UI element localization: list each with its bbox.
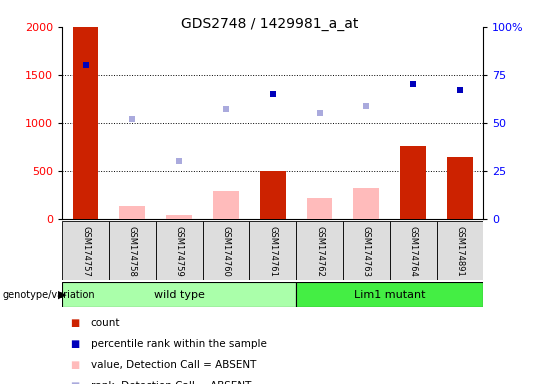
Bar [353,188,379,219]
Bar [72,27,98,219]
Text: GSM174763: GSM174763 [362,225,371,276]
Bar [202,221,249,280]
Bar [260,171,286,219]
Text: GSM174764: GSM174764 [409,225,417,276]
Bar [109,221,156,280]
Text: Lim1 mutant: Lim1 mutant [354,290,426,300]
Bar [390,221,436,280]
Text: ▶: ▶ [58,290,66,300]
Bar [62,221,109,280]
Text: GSM174891: GSM174891 [455,225,464,276]
Text: rank, Detection Call = ABSENT: rank, Detection Call = ABSENT [91,381,251,384]
Bar [296,221,343,280]
Text: ■: ■ [70,381,79,384]
Text: value, Detection Call = ABSENT: value, Detection Call = ABSENT [91,360,256,370]
Text: GSM174758: GSM174758 [128,225,137,276]
Text: GSM174757: GSM174757 [81,225,90,276]
Text: ■: ■ [70,339,79,349]
Text: GSM174759: GSM174759 [174,225,184,276]
Text: GSM174760: GSM174760 [221,225,231,276]
Bar [436,221,483,280]
Text: ■: ■ [70,360,79,370]
Text: GSM174761: GSM174761 [268,225,277,276]
Bar [296,282,483,307]
Bar [119,207,145,219]
Bar [307,198,333,219]
Bar [400,146,426,219]
Text: wild type: wild type [154,290,205,300]
Text: percentile rank within the sample: percentile rank within the sample [91,339,267,349]
Text: GDS2748 / 1429981_a_at: GDS2748 / 1429981_a_at [181,17,359,31]
Bar [166,215,192,219]
Bar [249,221,296,280]
Bar [447,157,473,219]
Bar [213,191,239,219]
Text: genotype/variation: genotype/variation [3,290,96,300]
Text: ■: ■ [70,318,79,328]
Text: GSM174762: GSM174762 [315,225,324,276]
Bar [62,282,296,307]
Bar [156,221,202,280]
Text: count: count [91,318,120,328]
Bar [343,221,390,280]
